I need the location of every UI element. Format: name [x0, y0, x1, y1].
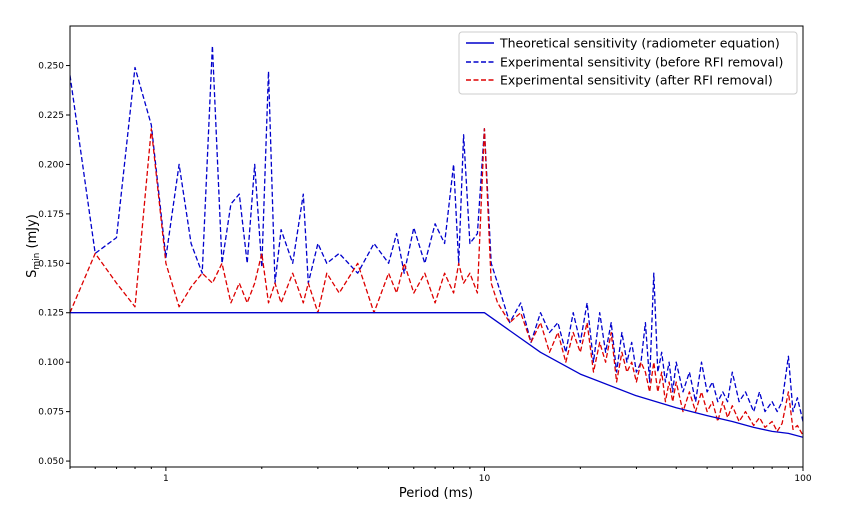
series-line-1 [70, 45, 803, 422]
y-axis-label: Smin (mJy) [25, 214, 42, 278]
plot-frame [69, 25, 804, 468]
y-tick-label: 0.100 [38, 358, 64, 368]
y-tick-label: 0.075 [38, 408, 64, 418]
legend: Theoretical sensitivity (radiometer equa… [458, 31, 798, 95]
legend-box [458, 31, 798, 95]
series-layer [70, 45, 803, 438]
x-tick-label: 1 [163, 474, 169, 484]
x-tick-label: 100 [794, 474, 811, 484]
y-tick-label: 0.050 [38, 457, 64, 467]
x-axis-label: Period (ms) [399, 486, 473, 501]
y-tick-label: 0.175 [38, 210, 64, 220]
y-tick-label: 0.200 [38, 160, 64, 170]
y-tick-label: 0.125 [38, 309, 64, 319]
x-axis: 1 10 100 [69, 467, 812, 484]
legend-label-after-rfi: Experimental sensitivity (after RFI remo… [500, 73, 773, 88]
y-tick-label: 0.150 [38, 259, 64, 269]
legend-label-before-rfi: Experimental sensitivity (before RFI rem… [500, 55, 783, 70]
series-line-2 [70, 128, 803, 436]
series-line-0 [70, 312, 803, 438]
x-tick-label: 10 [479, 474, 491, 484]
legend-label-theoretical: Theoretical sensitivity (radiometer equa… [499, 36, 780, 51]
y-tick-label: 0.225 [38, 111, 64, 121]
y-axis: 0.050 0.075 0.100 0.125 0.150 0.175 0.200 0.225… [38, 62, 70, 467]
y-tick-label: 0.250 [38, 62, 64, 72]
